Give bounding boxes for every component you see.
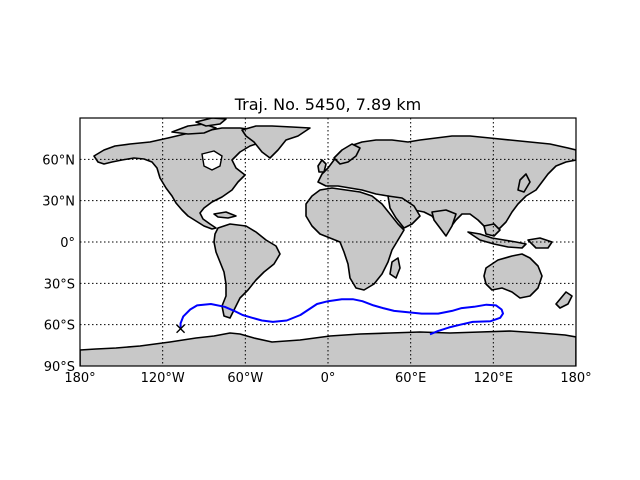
south-america xyxy=(213,223,281,319)
greenland xyxy=(241,125,311,159)
graticule xyxy=(80,118,576,366)
british-isles xyxy=(317,159,327,173)
arctic-islands xyxy=(171,123,217,135)
map-frame xyxy=(79,117,577,367)
longitude-tick-label: 180° xyxy=(560,371,591,386)
latitude-tick-label: 30°N xyxy=(42,195,75,210)
antarctica xyxy=(80,330,576,366)
india xyxy=(431,209,457,237)
latitude-tick-label: 90°S xyxy=(44,360,75,375)
longitude-tick-label: 60°E xyxy=(395,371,426,386)
trajectory-path xyxy=(179,298,504,336)
map-area xyxy=(80,118,576,366)
latitude-tick-label: 0° xyxy=(60,236,75,251)
longitude-tick-label: 180° xyxy=(64,371,95,386)
japan xyxy=(517,173,531,193)
latitude-tick-label: 30°S xyxy=(44,277,75,292)
arabia xyxy=(387,195,421,229)
new-guinea xyxy=(527,237,553,249)
hudson-bay xyxy=(201,150,223,171)
madagascar xyxy=(389,257,401,279)
trajectory-start-marker xyxy=(176,324,186,334)
africa xyxy=(305,187,405,291)
borneo xyxy=(483,223,501,237)
figure-title: Traj. No. 5450, 7.89 km xyxy=(234,95,422,114)
landmasses xyxy=(80,118,576,366)
longitude-tick-label: 60°W xyxy=(227,371,263,386)
new-zealand xyxy=(555,291,573,309)
latitude-tick-label: 60°S xyxy=(44,319,75,334)
longitude-tick-label: 120°E xyxy=(474,371,514,386)
longitude-tick-label: 0° xyxy=(321,371,336,386)
arctic-islands-2 xyxy=(195,118,227,127)
indonesia xyxy=(467,231,527,249)
longitude-tick-labels: 180° 120°W 60°W 0° 60°E 120°E 180° xyxy=(64,371,591,386)
start-marker-stroke xyxy=(176,324,186,334)
australia xyxy=(483,253,543,299)
cuba xyxy=(213,211,237,219)
latitude-tick-labels: 60°N 30°N 0° 30°S 60°S 90°S xyxy=(42,153,75,375)
longitude-tick-label: 120°W xyxy=(141,371,185,386)
latitude-tick-label: 60°N xyxy=(42,153,75,168)
